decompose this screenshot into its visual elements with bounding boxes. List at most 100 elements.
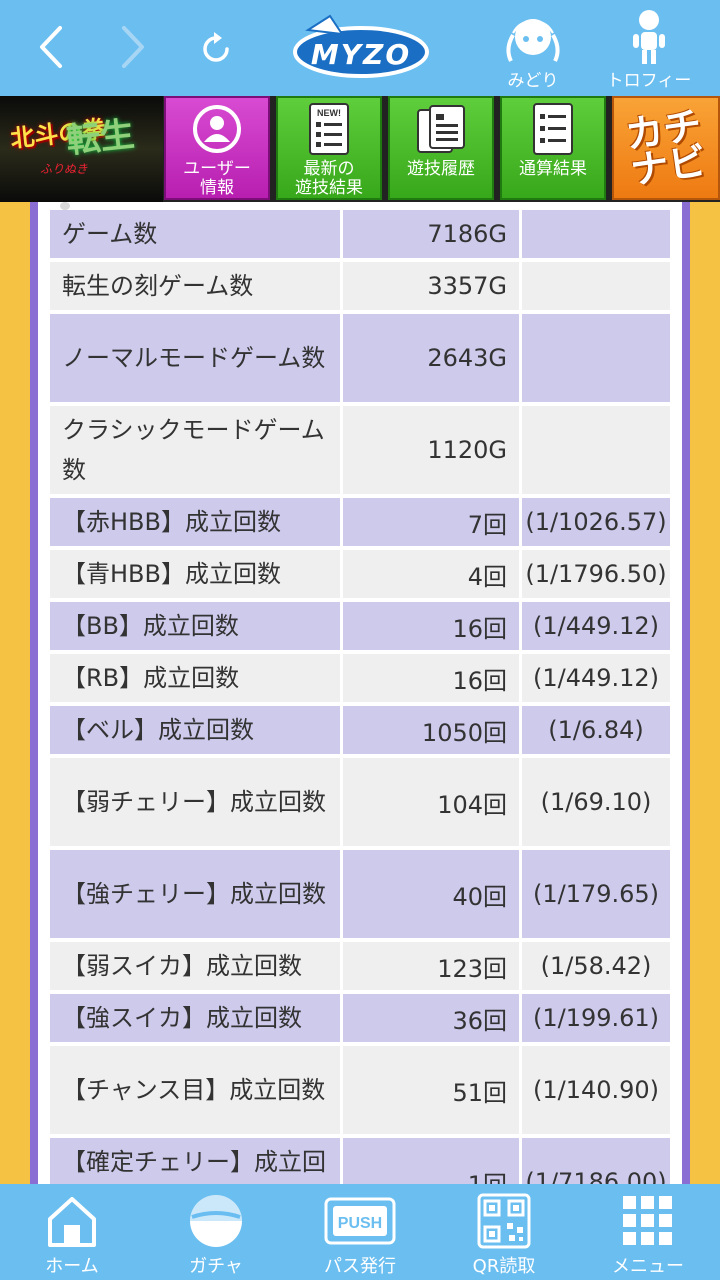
play-history-button[interactable]: 遊技履歴 bbox=[388, 96, 494, 200]
total-results-button[interactable]: 通算結果 bbox=[500, 96, 606, 200]
stat-value: 7186G bbox=[343, 210, 519, 258]
table-row: 転生の刻ゲーム数 3357G bbox=[50, 262, 670, 310]
stat-value: 3357G bbox=[343, 262, 519, 310]
stat-value: 7回 bbox=[343, 498, 519, 546]
tab-qr[interactable]: QR読取 bbox=[444, 1190, 564, 1278]
stat-label: 【青HBB】成立回数 bbox=[50, 550, 340, 598]
game-menu: 北斗の拳 転生 ふりぬき ユーザー 情報 NEW! 最新の 遊技結果 bbox=[0, 96, 720, 202]
stat-label: クラシックモードゲーム数 bbox=[50, 406, 340, 494]
menu-grid-icon bbox=[588, 1190, 708, 1252]
table-row: 【強スイカ】成立回数 36回 (1/199.61) bbox=[50, 994, 670, 1042]
kachinavi-button[interactable]: カチ ナビ bbox=[612, 96, 720, 200]
stat-value: 123回 bbox=[343, 942, 519, 990]
stat-rate: (1/7186.00) bbox=[522, 1138, 670, 1184]
user-info-label: ユーザー 情報 bbox=[183, 159, 251, 198]
stat-value: 2643G bbox=[343, 314, 519, 402]
stats-panel-inner: ゲーム数 7186G 転生の刻ゲーム数 3357G ノーマルモードゲーム数 26… bbox=[38, 202, 682, 1184]
tab-pass-label: パス発行 bbox=[324, 1256, 396, 1277]
tab-gacha[interactable]: ガチャ bbox=[156, 1190, 276, 1278]
user-info-button[interactable]: ユーザー 情報 bbox=[164, 96, 270, 200]
midori-button[interactable]: みどり bbox=[488, 8, 578, 92]
myzo-logo[interactable]: MYZO bbox=[290, 12, 432, 82]
stat-value: 16回 bbox=[343, 654, 519, 702]
stat-label: ノーマルモードゲーム数 bbox=[50, 314, 340, 402]
home-icon bbox=[12, 1190, 132, 1252]
banner-subtitle: ふりぬき bbox=[40, 162, 88, 176]
stat-value: 1回 bbox=[343, 1138, 519, 1184]
trophy-button[interactable]: トロフィー bbox=[604, 8, 694, 92]
trophy-label: トロフィー bbox=[606, 71, 692, 91]
scroll-remnant bbox=[60, 202, 70, 210]
table-row: 【RB】成立回数 16回 (1/449.12) bbox=[50, 654, 670, 702]
history-document-icon bbox=[390, 98, 492, 160]
stat-rate: (1/1796.50) bbox=[522, 550, 670, 598]
push-card-icon: PUSH bbox=[300, 1190, 420, 1252]
stats-panel: ゲーム数 7186G 転生の刻ゲーム数 3357G ノーマルモードゲーム数 26… bbox=[30, 202, 690, 1184]
latest-results-label: 最新の 遊技結果 bbox=[295, 159, 363, 198]
stat-label: 【強スイカ】成立回数 bbox=[50, 994, 340, 1042]
game-banner[interactable]: 北斗の拳 転生 ふりぬき bbox=[0, 96, 163, 202]
table-row: 【強チェリー】成立回数 40回 (1/179.65) bbox=[50, 850, 670, 938]
table-row: 【チャンス目】成立回数 51回 (1/140.90) bbox=[50, 1046, 670, 1134]
play-history-label: 遊技履歴 bbox=[407, 159, 475, 179]
stat-rate bbox=[522, 262, 670, 310]
kachinavi-label: カチ ナビ bbox=[622, 103, 710, 193]
stat-value: 1120G bbox=[343, 406, 519, 494]
tab-gacha-label: ガチャ bbox=[189, 1256, 243, 1277]
stat-label: 【確定チェリー】成立回数 bbox=[50, 1138, 340, 1184]
stat-rate: (1/69.10) bbox=[522, 758, 670, 846]
stat-rate: (1/199.61) bbox=[522, 994, 670, 1042]
stat-value: 16回 bbox=[343, 602, 519, 650]
user-icon bbox=[166, 98, 268, 160]
stat-rate: (1/6.84) bbox=[522, 706, 670, 754]
new-document-icon: NEW! bbox=[278, 98, 380, 160]
table-row: 【赤HBB】成立回数 7回 (1/1026.57) bbox=[50, 498, 670, 546]
stat-rate: (1/449.12) bbox=[522, 602, 670, 650]
logo-text: MYZO bbox=[310, 37, 412, 71]
stat-value: 4回 bbox=[343, 550, 519, 598]
banner-title-2: 転生 bbox=[64, 114, 137, 162]
table-row: 【確定チェリー】成立回数 1回 (1/7186.00) bbox=[50, 1138, 670, 1184]
table-row: 【弱スイカ】成立回数 123回 (1/58.42) bbox=[50, 942, 670, 990]
stat-value: 1050回 bbox=[343, 706, 519, 754]
stat-value: 36回 bbox=[343, 994, 519, 1042]
total-results-label: 通算結果 bbox=[519, 159, 587, 179]
stat-label: 【赤HBB】成立回数 bbox=[50, 498, 340, 546]
table-row: ノーマルモードゲーム数 2643G bbox=[50, 314, 670, 402]
tab-home-label: ホーム bbox=[45, 1256, 99, 1277]
table-row: 【BB】成立回数 16回 (1/449.12) bbox=[50, 602, 670, 650]
document-list-icon bbox=[502, 98, 604, 160]
stat-value: 51回 bbox=[343, 1046, 519, 1134]
stat-label: 【チャンス目】成立回数 bbox=[50, 1046, 340, 1134]
table-row: 【ベル】成立回数 1050回 (1/6.84) bbox=[50, 706, 670, 754]
tab-home[interactable]: ホーム bbox=[12, 1190, 132, 1278]
bottom-tab-bar: ホーム ガチャ PUSH パス発行 bbox=[0, 1184, 720, 1280]
gacha-capsule-icon bbox=[156, 1190, 276, 1252]
stat-label: 【RB】成立回数 bbox=[50, 654, 340, 702]
qr-code-icon bbox=[444, 1190, 564, 1252]
table-row: クラシックモードゲーム数 1120G bbox=[50, 406, 670, 494]
back-arrow-icon[interactable] bbox=[32, 22, 72, 72]
stat-rate bbox=[522, 210, 670, 258]
tab-qr-label: QR読取 bbox=[472, 1256, 536, 1277]
tab-menu[interactable]: メニュー bbox=[588, 1190, 708, 1278]
latest-results-button[interactable]: NEW! 最新の 遊技結果 bbox=[276, 96, 382, 200]
reload-icon[interactable] bbox=[195, 28, 237, 70]
stat-rate: (1/449.12) bbox=[522, 654, 670, 702]
forward-arrow-icon[interactable] bbox=[112, 22, 152, 72]
stat-rate: (1/140.90) bbox=[522, 1046, 670, 1134]
stat-label: 【強チェリー】成立回数 bbox=[50, 850, 340, 938]
tab-pass[interactable]: PUSH パス発行 bbox=[300, 1190, 420, 1278]
stat-label: 【弱スイカ】成立回数 bbox=[50, 942, 340, 990]
stat-rate: (1/1026.57) bbox=[522, 498, 670, 546]
stat-value: 104回 bbox=[343, 758, 519, 846]
stat-rate: (1/58.42) bbox=[522, 942, 670, 990]
table-row: 【弱チェリー】成立回数 104回 (1/69.10) bbox=[50, 758, 670, 846]
table-row: 【青HBB】成立回数 4回 (1/1796.50) bbox=[50, 550, 670, 598]
stat-rate: (1/179.65) bbox=[522, 850, 670, 938]
stat-label: ゲーム数 bbox=[50, 210, 340, 258]
new-badge: NEW! bbox=[317, 108, 341, 118]
stat-value: 40回 bbox=[343, 850, 519, 938]
tab-menu-label: メニュー bbox=[612, 1256, 684, 1277]
stat-label: 【ベル】成立回数 bbox=[50, 706, 340, 754]
